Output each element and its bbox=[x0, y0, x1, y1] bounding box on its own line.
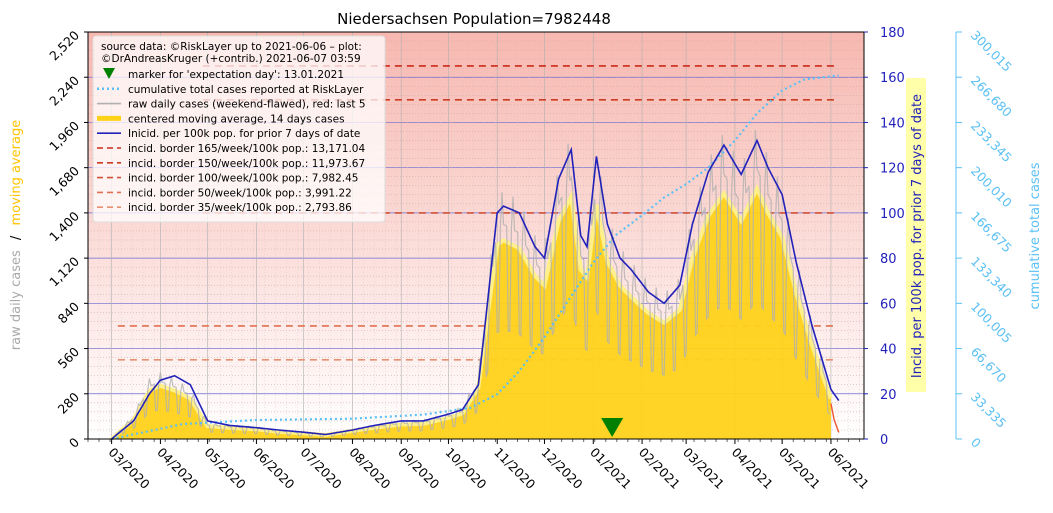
x-tick-label: 01/2021 bbox=[587, 445, 634, 492]
x-tick-label: 05/2021 bbox=[776, 445, 823, 492]
legend-label: incid. border 50/week/100k pop.: 3,991.2… bbox=[128, 187, 352, 199]
x-tick-label: 12/2020 bbox=[538, 445, 585, 492]
incidence-line bbox=[111, 138, 840, 440]
cumulative-tick-label: 66,670 bbox=[968, 344, 1010, 386]
legend-entry: centered moving average, 14 days cases bbox=[97, 113, 345, 125]
cumulative-tick-label: 0 bbox=[968, 435, 984, 451]
legend-label: incid. border 35/week/100k pop.: 2,793.8… bbox=[128, 202, 352, 214]
left-axis-label-raw: raw daily cases bbox=[9, 250, 24, 350]
left-tick-label: 0 bbox=[66, 434, 82, 450]
incidence-tick-label: 160 bbox=[880, 71, 905, 86]
legend-label: incid. border 100/week/100k pop.: 7,982.… bbox=[128, 173, 359, 185]
left-tick-label: 560 bbox=[55, 344, 83, 372]
legend-label: incid. border 150/week/100k pop.: 11,973… bbox=[128, 158, 365, 170]
legend-entry: marker for 'expectation day': 13.01.2021 bbox=[103, 68, 344, 81]
left-tick-label: 1,680 bbox=[46, 163, 82, 199]
x-tick-label: 11/2020 bbox=[491, 445, 538, 492]
x-tick-label: 05/2020 bbox=[202, 445, 249, 492]
left-tick-label: 2,240 bbox=[46, 73, 82, 109]
incidence-tick-label: 140 bbox=[880, 116, 905, 131]
legend-entry: raw daily cases (weekend-flawed), red: l… bbox=[97, 99, 366, 111]
legend-box bbox=[92, 35, 386, 223]
incidence-tick-label: 80 bbox=[880, 252, 897, 267]
left-tick-label: 280 bbox=[55, 389, 83, 417]
left-axis-label-avg: moving average bbox=[9, 120, 24, 226]
legend: source data: ©RiskLayer up to 2021-06-06… bbox=[92, 35, 386, 223]
x-tick-label: 03/2021 bbox=[680, 445, 727, 492]
left-tick-label: 1,960 bbox=[46, 118, 82, 154]
cumulative-tick-label: 266,680 bbox=[968, 73, 1015, 120]
x-tick-label: 09/2020 bbox=[395, 445, 442, 492]
moving-average-area bbox=[111, 188, 831, 439]
incidence-tick-label: 0 bbox=[880, 433, 888, 448]
incidence-axis-label: Incid. per 100k pop. for prior 7 days of… bbox=[910, 94, 925, 378]
cumulative-tick-label: 133,340 bbox=[968, 254, 1015, 301]
raw-daily-cases-last5 bbox=[830, 403, 840, 433]
legend-entry: incid. border 100/week/100k pop.: 7,982.… bbox=[97, 173, 359, 185]
left-tick-label: 1,120 bbox=[46, 254, 82, 290]
legend-entry: Inicid. per 100k pop. for prior 7 days o… bbox=[97, 128, 360, 140]
incidence-tick-label: 100 bbox=[880, 207, 905, 222]
cumulative-cases-line bbox=[111, 74, 839, 441]
left-axis-label: raw daily cases / moving average bbox=[9, 120, 24, 350]
left-tick-label: 2,520 bbox=[46, 27, 82, 63]
chart-title: Niedersachsen Population=7982448 bbox=[337, 10, 611, 28]
incidence-tick-label: 40 bbox=[880, 343, 897, 358]
x-tick-label: 03/2020 bbox=[105, 445, 152, 492]
legend-marker-icon bbox=[103, 68, 115, 79]
incidence-tick-label: 20 bbox=[880, 388, 897, 403]
incidence-tick-label: 120 bbox=[880, 162, 905, 177]
x-tick-label: 06/2021 bbox=[825, 445, 872, 492]
x-tick-label: 02/2021 bbox=[636, 445, 683, 492]
plot-frame bbox=[87, 31, 865, 440]
x-tick-label: 04/2021 bbox=[729, 445, 776, 492]
legend-label: marker for 'expectation day': 13.01.2021 bbox=[128, 69, 344, 81]
legend-label: cumulative total cases reported at RiskL… bbox=[128, 84, 364, 96]
legend-source-line1: source data: ©RiskLayer up to 2021-06-06… bbox=[101, 41, 362, 53]
left-tick-label: 1,400 bbox=[46, 208, 82, 244]
expectation-day-marker bbox=[601, 418, 624, 437]
x-tick-label: 06/2020 bbox=[250, 445, 297, 492]
left-tick-label: 840 bbox=[55, 299, 83, 327]
cumulative-tick-label: 100,005 bbox=[968, 299, 1015, 346]
cumulative-tick-label: 166,675 bbox=[968, 208, 1015, 255]
x-tick-label: 10/2020 bbox=[442, 445, 489, 492]
x-tick-label: 08/2020 bbox=[346, 445, 393, 492]
series-layer bbox=[110, 74, 840, 441]
legend-label: Inicid. per 100k pop. for prior 7 days o… bbox=[128, 128, 360, 140]
cumulative-tick-label: 200,010 bbox=[968, 163, 1015, 210]
legend-label: centered moving average, 14 days cases bbox=[128, 113, 345, 125]
x-tick-label: 04/2020 bbox=[154, 445, 201, 492]
legend-entry: incid. border 35/week/100k pop.: 2,793.8… bbox=[97, 202, 352, 214]
legend-entry: incid. border 150/week/100k pop.: 11,973… bbox=[97, 158, 365, 170]
legend-label: incid. border 165/week/100k pop.: 13,171… bbox=[128, 143, 365, 155]
x-tick-label: 07/2020 bbox=[298, 445, 345, 492]
cumulative-tick-label: 33,335 bbox=[968, 389, 1010, 431]
cumulative-tick-label: 300,015 bbox=[968, 28, 1015, 75]
incidence-tick-label: 60 bbox=[880, 297, 897, 312]
incidence-tick-label: 180 bbox=[880, 26, 905, 41]
left-axis-label-sep: / bbox=[9, 235, 24, 240]
legend-source-line2: ©DrAndreasKruger (+contrib.) 2021-06-07 … bbox=[101, 53, 361, 65]
incidence-axis-label-box bbox=[906, 78, 926, 392]
legend-label: raw daily cases (weekend-flawed), red: l… bbox=[128, 99, 366, 111]
cumulative-axis-label: cumulative total cases bbox=[1028, 162, 1043, 309]
legend-entry: cumulative total cases reported at RiskL… bbox=[97, 84, 364, 96]
legend-entry: incid. border 165/week/100k pop.: 13,171… bbox=[97, 143, 365, 155]
legend-entry: incid. border 50/week/100k pop.: 3,991.2… bbox=[97, 187, 352, 199]
cumulative-tick-label: 233,345 bbox=[968, 118, 1015, 165]
